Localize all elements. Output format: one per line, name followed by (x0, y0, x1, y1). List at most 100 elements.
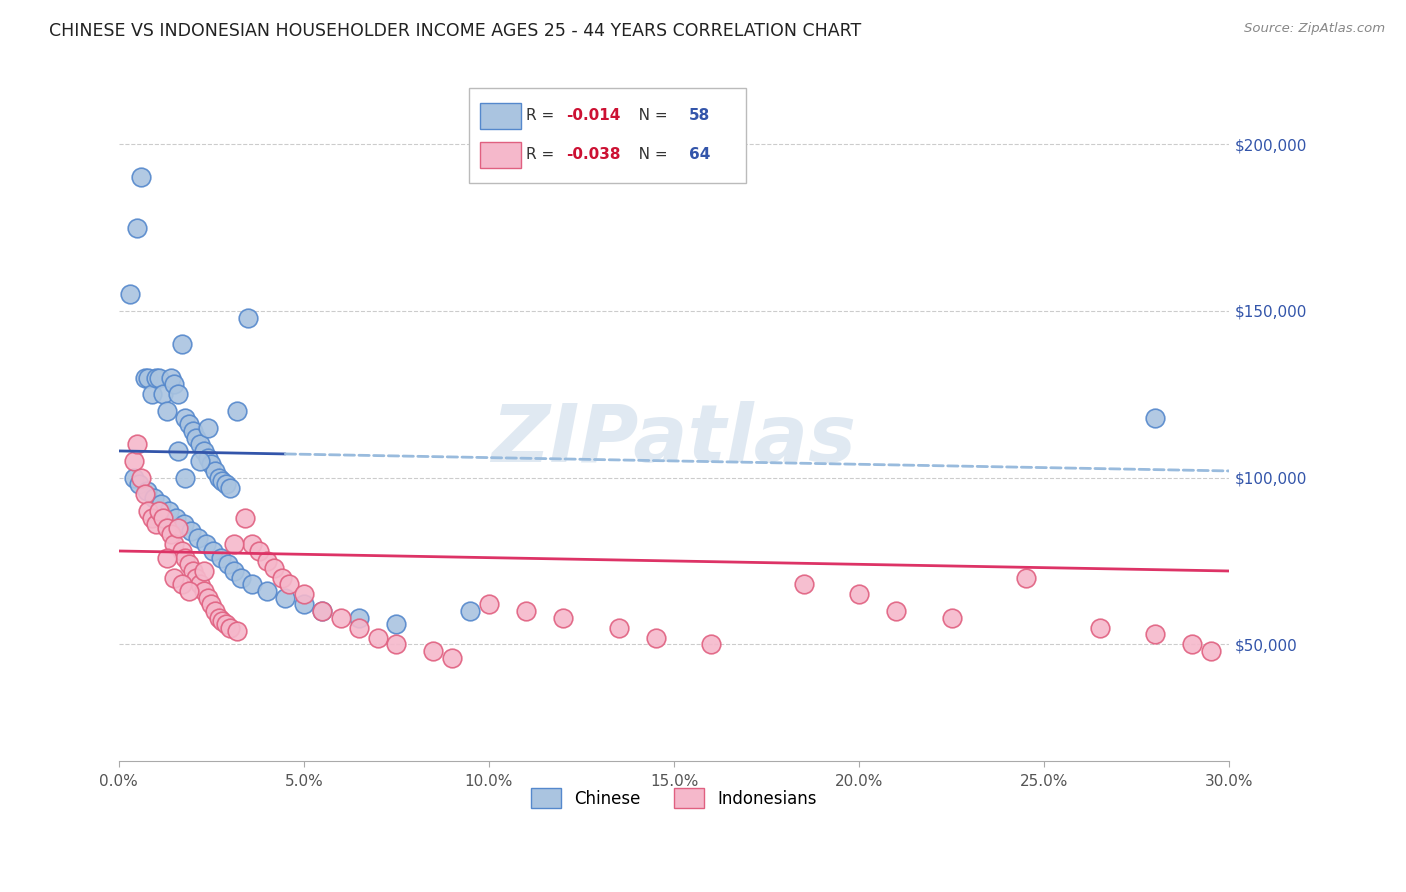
Point (884, 604, 907, 618)
Point (204, 604, 226, 618)
Point (180, 524, 202, 538)
Point (188, 454, 211, 468)
Point (134, 370, 156, 384)
Point (152, 510, 174, 524)
Point (187, 531, 209, 545)
Point (188, 577, 211, 591)
FancyBboxPatch shape (479, 143, 520, 168)
Point (173, 517, 195, 532)
Point (127, 220, 149, 235)
Point (156, 550, 179, 565)
Point (128, 477, 150, 491)
Point (211, 614, 233, 628)
Point (170, 544, 193, 558)
Point (208, 610, 231, 624)
Point (211, 474, 233, 488)
Point (170, 337, 193, 351)
Point (197, 450, 219, 465)
Point (256, 584, 278, 599)
Text: ZIPatlas: ZIPatlas (492, 401, 856, 479)
Point (167, 521, 190, 535)
Point (222, 537, 245, 551)
Point (159, 370, 181, 384)
Point (141, 510, 163, 524)
Point (1144, 410, 1167, 425)
Point (177, 584, 200, 599)
Point (238, 310, 260, 325)
Point (129, 470, 152, 484)
Point (1199, 644, 1222, 658)
Point (478, 598, 501, 612)
Point (200, 457, 222, 471)
Point (197, 420, 219, 434)
Point (194, 537, 217, 551)
Point (156, 521, 179, 535)
Point (515, 604, 537, 618)
Point (233, 510, 256, 524)
Point (700, 637, 723, 651)
Point (263, 560, 285, 574)
Point (167, 387, 190, 401)
Point (148, 504, 170, 518)
Point (551, 610, 574, 624)
Point (193, 444, 215, 458)
Point (215, 617, 238, 632)
Point (193, 584, 215, 599)
Point (209, 550, 232, 565)
Point (278, 577, 301, 591)
Point (218, 481, 240, 495)
Point (129, 170, 152, 185)
Point (217, 558, 239, 572)
Point (848, 587, 870, 601)
Point (270, 571, 292, 585)
Point (215, 477, 238, 491)
FancyBboxPatch shape (479, 103, 520, 128)
Point (141, 387, 163, 401)
Point (163, 571, 186, 585)
Point (138, 504, 160, 518)
Point (1144, 627, 1167, 641)
Text: N =: N = (624, 108, 672, 123)
Point (135, 483, 157, 498)
Point (156, 404, 179, 418)
Point (170, 577, 193, 591)
Text: -0.014: -0.014 (567, 108, 620, 123)
Point (165, 510, 187, 524)
Text: N =: N = (624, 147, 672, 162)
Point (148, 370, 170, 384)
Point (174, 550, 197, 565)
Point (607, 621, 630, 635)
Text: 64: 64 (689, 147, 710, 162)
Text: 58: 58 (689, 108, 710, 123)
Point (240, 537, 263, 551)
FancyBboxPatch shape (468, 87, 747, 184)
Point (174, 410, 197, 425)
Point (163, 377, 186, 392)
Point (150, 497, 173, 511)
Point (329, 610, 352, 624)
Text: R =: R = (526, 108, 560, 123)
Point (186, 571, 208, 585)
Point (644, 631, 666, 645)
Point (193, 564, 215, 578)
Point (181, 424, 204, 438)
Point (163, 537, 186, 551)
Point (145, 517, 167, 532)
Point (186, 431, 208, 445)
Point (134, 487, 156, 501)
Point (218, 621, 240, 635)
Point (145, 370, 167, 384)
Point (440, 650, 463, 665)
Point (274, 591, 297, 605)
Point (204, 464, 226, 478)
Point (349, 610, 371, 624)
Legend: Chinese, Indonesians: Chinese, Indonesians (524, 781, 824, 814)
Point (208, 470, 231, 484)
Point (188, 437, 211, 451)
Point (157, 504, 180, 518)
Point (311, 604, 333, 618)
Point (1015, 571, 1038, 585)
Point (197, 591, 219, 605)
Point (222, 564, 245, 578)
Text: R =: R = (526, 147, 560, 162)
